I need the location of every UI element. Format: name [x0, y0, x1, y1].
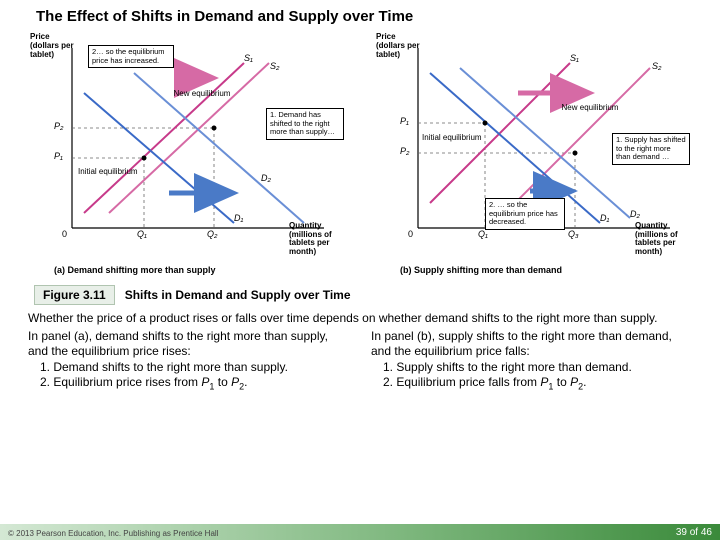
page-count: 39 of 46 [676, 527, 712, 538]
callout-a-right: 1. Demand has shifted to the right more … [266, 108, 344, 140]
svg-text:0: 0 [62, 229, 67, 239]
callout-b-bottom: 2. … so the equilibrium price has decrea… [485, 198, 565, 230]
figure-title: Shifts in Demand and Supply over Time [125, 288, 351, 302]
new-eq-label-a: New equilibrium [172, 89, 232, 98]
new-eq-label-b: New equilibrium [560, 103, 620, 112]
chart-a: 0 Price (dollars per tablet) Quantity (m… [24, 33, 344, 263]
q3-tick-b: Q₃ [568, 229, 579, 239]
y-axis-label-b: Price (dollars per tablet) [376, 33, 421, 59]
q1-tick-a: Q₁ [137, 229, 147, 239]
q2-tick-a: Q₂ [207, 229, 217, 239]
charts-row: 0 Price (dollars per tablet) Quantity (m… [0, 29, 720, 275]
caption-col-right: In panel (b), supply shifts to the right… [371, 329, 692, 394]
callout-a-top: 2… so the equilibrium price has increase… [88, 45, 174, 68]
callout-b-right: 1. Supply has shifted to the right more … [612, 133, 690, 165]
panel-a-caption: (a) Demand shifting more than supply [24, 263, 350, 275]
caption-col-left: In panel (a), demand shifts to the right… [28, 329, 349, 394]
p2-tick-a: P₂ [54, 121, 63, 131]
init-eq-label-a: Initial equilibrium [78, 167, 138, 176]
d1-label-a: D₁ [234, 213, 243, 223]
panel-b: 0 Price (dollars per tablet) Quantity (m… [370, 33, 696, 275]
page-title: The Effect of Shifts in Demand and Suppl… [0, 0, 720, 29]
figure-header: Figure 3.11 Shifts in Demand and Supply … [0, 275, 720, 311]
intro-text: Whether the price of a product rises or … [28, 311, 692, 327]
s1-label-b: S₁ [570, 53, 579, 63]
left-li1: 1. Demand shifts to the right more than … [28, 360, 349, 376]
d1-label-b: D₁ [600, 213, 609, 223]
left-li2: 2. Equilibrium price rises from P1 to P2… [28, 375, 349, 393]
s2-label-a: S₂ [270, 61, 279, 71]
y-axis-label: Price (dollars per tablet) [30, 33, 75, 59]
copyright: © 2013 Pearson Education, Inc. Publishin… [8, 529, 218, 538]
q1-tick-b: Q₁ [478, 229, 488, 239]
right-li1: 1. Supply shifts to the right more than … [371, 360, 692, 376]
init-eq-label-b: Initial equilibrium [422, 133, 482, 142]
footer-bar: © 2013 Pearson Education, Inc. Publishin… [0, 524, 720, 540]
chart-b: 0 Price (dollars per tablet) Quantity (m… [370, 33, 690, 263]
x-axis-label-b: Quantity (millions of tablets per month) [635, 222, 690, 257]
d2-label-a: D₂ [261, 173, 271, 183]
left-lead: In panel (a), demand shifts to the right… [28, 329, 328, 359]
right-li2: 2. Equilibrium price falls from P1 to P2… [371, 375, 692, 393]
x-axis-label: Quantity (millions of tablets per month) [289, 222, 344, 257]
p1-tick-b: P₁ [400, 116, 409, 126]
s2-label-b: S₂ [652, 61, 661, 71]
s1-label-a: S₁ [244, 53, 253, 63]
right-lead: In panel (b), supply shifts to the right… [371, 329, 672, 359]
panel-a: 0 Price (dollars per tablet) Quantity (m… [24, 33, 350, 275]
p2-tick-b: P₂ [400, 146, 409, 156]
d2-label-b: D₂ [630, 209, 640, 219]
svg-text:0: 0 [408, 229, 413, 239]
caption-body: Whether the price of a product rises or … [0, 311, 720, 393]
p1-tick-a: P₁ [54, 151, 63, 161]
figure-number: Figure 3.11 [34, 285, 115, 305]
panel-b-caption: (b) Supply shifting more than demand [370, 263, 696, 275]
